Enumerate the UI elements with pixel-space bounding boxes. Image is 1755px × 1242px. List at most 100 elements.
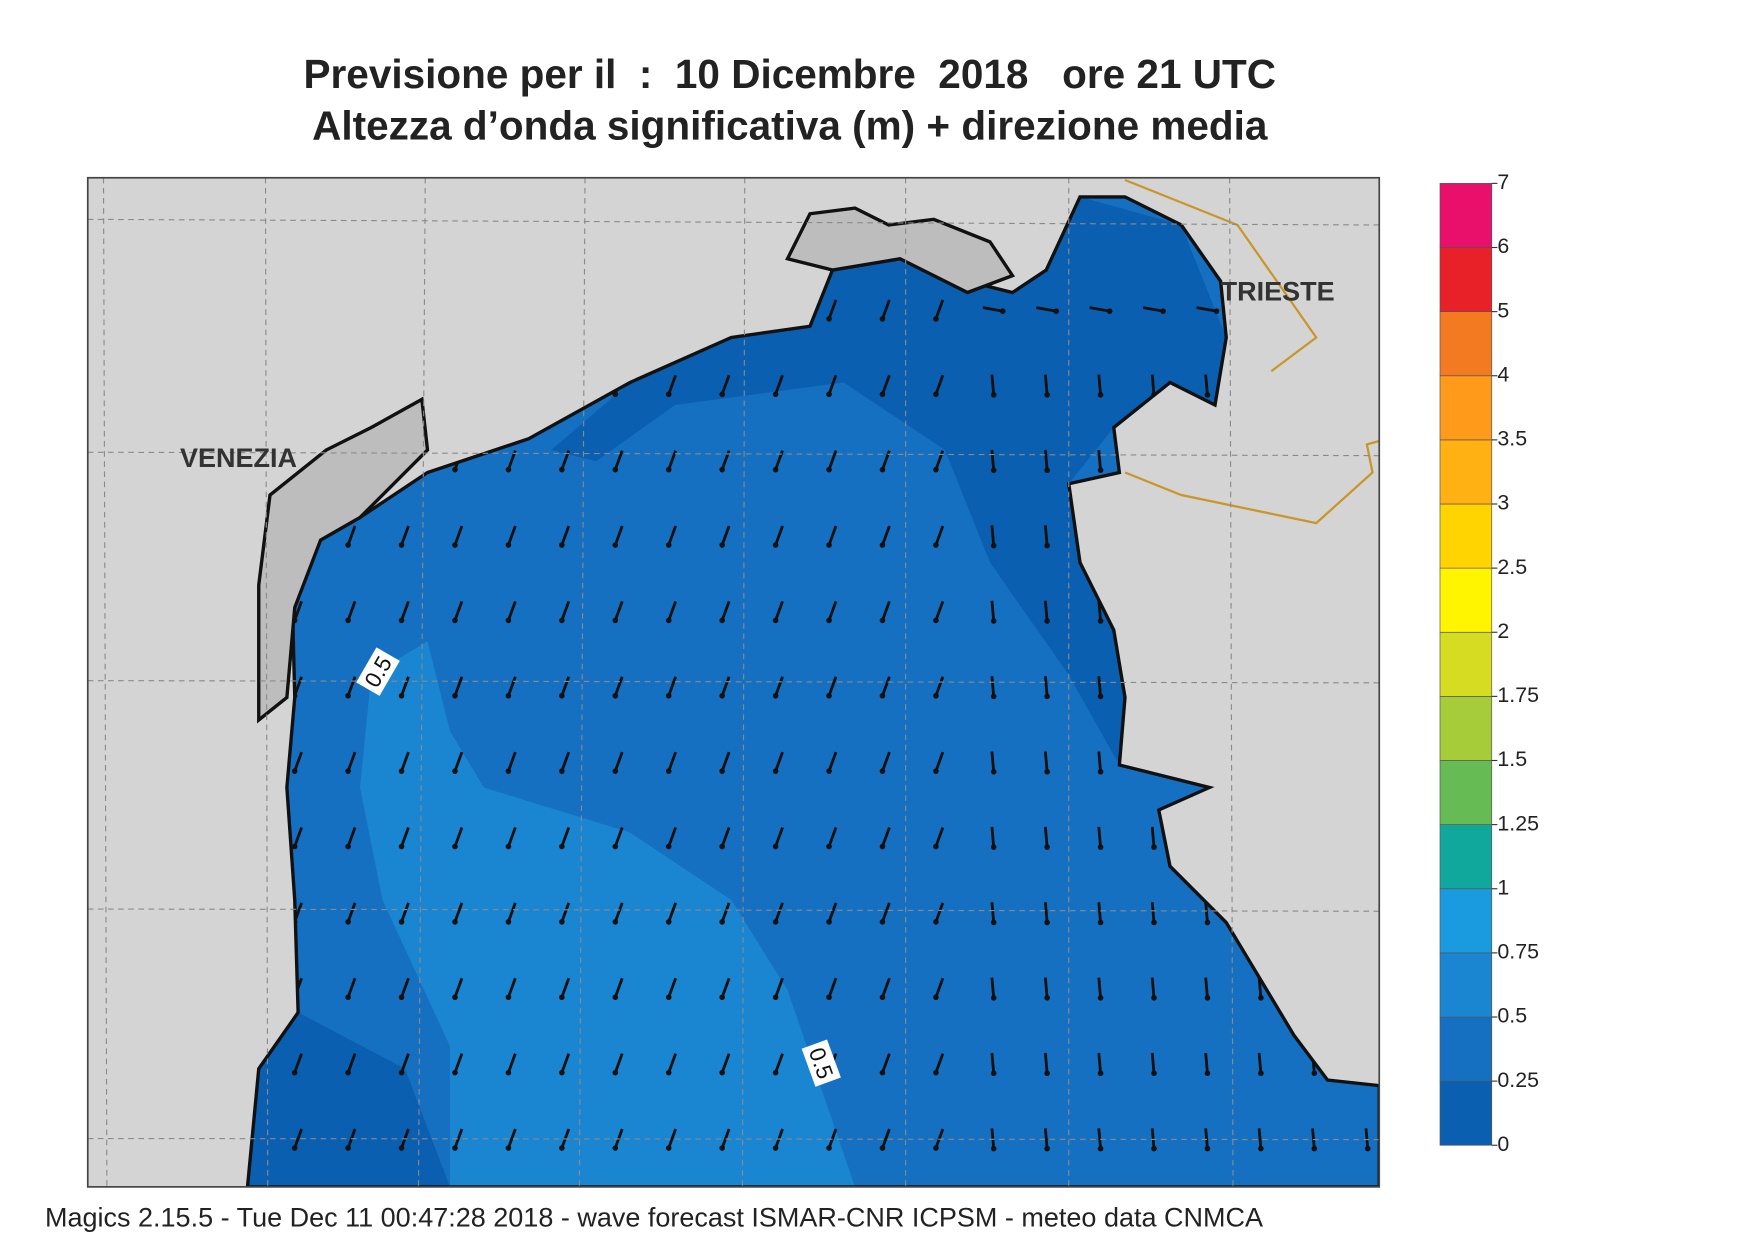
wave-arrow-head xyxy=(772,994,779,1001)
colorbar-tick-label: 3 xyxy=(1497,491,1509,515)
wave-arrow-head xyxy=(826,617,832,624)
wave-arrow-head xyxy=(879,919,886,925)
wave-arrow-head xyxy=(719,1145,725,1151)
wave-arrow xyxy=(827,902,838,923)
wave-arrow xyxy=(1257,1052,1263,1074)
wave-arrow-head xyxy=(1151,919,1157,926)
wave-arrow-head xyxy=(772,542,779,548)
wave-arrow-head xyxy=(665,466,672,473)
wave-arrow-head xyxy=(1097,844,1104,850)
wave-arrow-head xyxy=(559,1069,565,1076)
wave-arrow xyxy=(1150,826,1156,848)
wave-arrow xyxy=(400,600,410,621)
wave-arrow xyxy=(1366,1204,1368,1224)
wave-arrow xyxy=(827,676,838,697)
colorbar-segment xyxy=(1439,183,1493,248)
wave-arrow xyxy=(560,525,571,546)
wave-arrow xyxy=(346,600,357,621)
wave-arrow xyxy=(934,299,945,320)
wave-arrow-head xyxy=(1151,995,1157,1001)
wave-arrow-head xyxy=(879,316,886,322)
wave-arrow-head xyxy=(990,919,997,926)
wave-arrow xyxy=(507,676,517,697)
wave-arrow xyxy=(293,1053,303,1074)
wave-arrow-head xyxy=(505,617,512,624)
colorbar-segment xyxy=(1439,311,1493,377)
map: 0.5 0.5 VENEZIA TRIESTE xyxy=(87,177,1424,1224)
wave-arrow-head xyxy=(933,843,939,850)
wave-arrow xyxy=(1150,1128,1156,1149)
wave-arrow xyxy=(1419,902,1421,922)
wave-arrow xyxy=(667,902,677,923)
colorbar-segment xyxy=(1439,247,1493,312)
wave-arrow xyxy=(990,902,996,923)
wave-arrow-head xyxy=(826,843,832,850)
wave-arrow-head xyxy=(1097,392,1104,398)
wave-arrow-head xyxy=(1053,308,1060,314)
wave-arrow-head xyxy=(879,617,886,624)
colorbar-tick-label: 0 xyxy=(1497,1132,1509,1156)
wave-arrow-head xyxy=(452,768,458,774)
wave-arrow-head xyxy=(1311,1145,1318,1152)
wave-arrow xyxy=(453,676,464,697)
wave-arrow-head xyxy=(879,542,886,548)
wave-arrow xyxy=(453,1128,464,1149)
wave-arrow xyxy=(1097,374,1102,395)
wave-arrow-head xyxy=(1097,768,1104,775)
wave-arrow xyxy=(453,525,464,546)
wave-arrow xyxy=(613,450,624,471)
wave-arrow xyxy=(774,751,784,772)
colorbar-tick-label: 3.5 xyxy=(1497,427,1527,451)
wave-arrow-head xyxy=(826,768,832,774)
wave-arrow-head xyxy=(1204,392,1211,398)
wave-arrow xyxy=(1419,525,1421,545)
wave-arrow-head xyxy=(719,768,725,774)
wave-arrow xyxy=(1257,1128,1263,1149)
colorbar-segment xyxy=(1439,760,1493,825)
wave-arrow xyxy=(934,374,945,395)
wave-arrow xyxy=(453,600,464,621)
wave-arrow xyxy=(507,902,517,923)
wave-arrow xyxy=(1043,1052,1049,1074)
wave-arrow xyxy=(667,450,677,471)
wave-arrow-head xyxy=(665,1145,672,1151)
footer: Magics 2.15.5 - Tue Dec 11 00:47:28 2018… xyxy=(45,1202,1263,1232)
wave-arrow xyxy=(293,600,303,621)
colorbar-tick-label: 2 xyxy=(1497,619,1509,643)
wave-arrow xyxy=(507,1053,517,1074)
wave-arrow xyxy=(560,600,571,621)
title-line: Previsione per il : 10 Dicembre 2018 ore… xyxy=(304,51,1276,97)
wave-arrow xyxy=(613,827,624,847)
wave-arrow xyxy=(1150,902,1156,923)
wave-arrow xyxy=(400,977,410,998)
wave-arrow xyxy=(720,1053,731,1074)
wave-arrow xyxy=(613,676,624,697)
wave-arrow-head xyxy=(990,1145,997,1152)
wave-arrow xyxy=(982,306,1004,313)
wave-arrow-head xyxy=(665,692,672,699)
wave-arrow-head xyxy=(1044,542,1050,549)
wave-arrow-head xyxy=(665,994,672,1001)
wave-arrow-head xyxy=(1097,1070,1104,1077)
wave-arrow-head xyxy=(612,994,619,1001)
wave-arrow xyxy=(507,827,517,847)
wave-arrow-head xyxy=(990,844,997,850)
wave-arrow-head xyxy=(1044,1070,1050,1077)
wave-arrow xyxy=(453,902,464,923)
wave-arrow xyxy=(1089,306,1110,313)
wave-arrow xyxy=(990,374,996,395)
wave-arrow-head xyxy=(505,919,512,925)
colorbar-tick-label: 7 xyxy=(1497,170,1509,194)
wave-arrow-head xyxy=(612,692,619,699)
wave-arrow-head xyxy=(1097,693,1104,700)
wave-arrow xyxy=(990,525,996,546)
wave-arrow xyxy=(1419,676,1421,696)
wave-arrow-head xyxy=(291,843,298,850)
wave-arrow-head xyxy=(772,692,779,699)
wave-arrow xyxy=(453,977,464,998)
wave-arrow xyxy=(720,902,731,923)
wave-arrow xyxy=(774,827,784,847)
wave-arrow-head xyxy=(1418,995,1424,1001)
wave-arrow xyxy=(881,676,891,697)
wave-arrow-head xyxy=(719,843,725,850)
